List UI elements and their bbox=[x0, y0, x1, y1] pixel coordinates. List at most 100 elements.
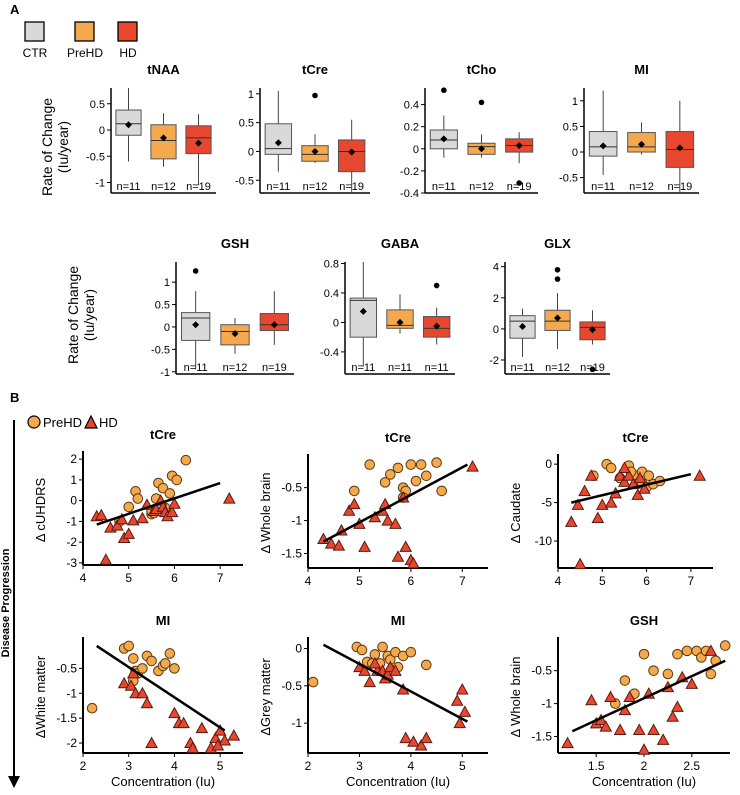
box-iqr bbox=[150, 124, 177, 160]
hd-point bbox=[693, 469, 707, 481]
hd-point bbox=[450, 694, 464, 706]
box-iqr bbox=[588, 131, 618, 157]
hd-point bbox=[211, 738, 225, 751]
x-tick-label: 3 bbox=[356, 759, 363, 773]
regression-line bbox=[96, 481, 221, 526]
prehd-point bbox=[662, 668, 674, 680]
prehd-point bbox=[159, 658, 171, 669]
y-axis-title: Rate of Change(Iu/year) bbox=[65, 266, 97, 364]
hd-point bbox=[381, 514, 395, 526]
outlier-point bbox=[433, 282, 440, 289]
y-tick-label: 0.5 bbox=[155, 300, 170, 312]
y-tick-label: -10 bbox=[535, 534, 553, 548]
prehd-point bbox=[619, 675, 631, 686]
prehd-point bbox=[377, 641, 388, 653]
group-n-label: n=19 bbox=[339, 181, 364, 193]
y-tick-label: -0.5 bbox=[151, 344, 170, 356]
prehd-point bbox=[431, 457, 442, 468]
group-n-label: n=11 bbox=[511, 362, 535, 374]
mean-marker bbox=[396, 318, 404, 326]
mean-marker bbox=[192, 321, 200, 329]
hd-point bbox=[573, 557, 587, 570]
hd-point bbox=[578, 484, 591, 497]
box-ctr: n=11 bbox=[509, 308, 536, 374]
prehd-point bbox=[681, 645, 693, 657]
prehd-point bbox=[348, 485, 360, 497]
group-n-label: n=11 bbox=[184, 362, 208, 374]
boxplot-gsh: GSH -1 -0.5 0 0.5 1 n=11 n=12 n=19 bbox=[151, 236, 294, 379]
x-tick-label: 4 bbox=[555, 574, 562, 588]
mean-marker bbox=[125, 121, 132, 129]
regression-line bbox=[96, 644, 226, 732]
box-iqr bbox=[349, 297, 378, 338]
x-tick-label: 7 bbox=[688, 574, 695, 588]
hd-point bbox=[631, 488, 645, 500]
x-tick-label: 7 bbox=[217, 571, 224, 585]
legend-label-ctr: CTR bbox=[23, 46, 48, 60]
hd-point bbox=[618, 475, 631, 487]
y-tick-label: 0 bbox=[572, 147, 578, 159]
y-axis-title: Δ Whole brain bbox=[258, 473, 273, 554]
hd-point bbox=[358, 540, 371, 552]
scatter-gsh-6: GSH -1.5 -1 -0.5 1.5 2 2.5 Δ Whole brain Concent… bbox=[508, 613, 731, 789]
y-tick-label: -2 bbox=[66, 535, 77, 549]
mean-marker bbox=[195, 139, 202, 147]
chart-title: tCre bbox=[150, 427, 176, 442]
hd-point bbox=[389, 517, 402, 529]
prehd-point bbox=[86, 702, 98, 714]
disease-progression-label: Disease Progression bbox=[0, 548, 12, 657]
hd-point bbox=[126, 513, 140, 526]
y-tick-label: 0 bbox=[70, 494, 77, 508]
hd-point bbox=[623, 690, 637, 702]
y-axis-title-line2: (Iu/year) bbox=[81, 289, 97, 341]
hd-point bbox=[368, 656, 382, 669]
hd-point bbox=[458, 705, 472, 717]
outlier-point bbox=[589, 366, 596, 373]
x-axis-title: Concentration (Iu) bbox=[346, 774, 450, 789]
mean-marker bbox=[515, 141, 523, 149]
chart-title: MI bbox=[156, 613, 170, 628]
prehd-point bbox=[415, 459, 427, 470]
prehd-point bbox=[410, 475, 422, 487]
x-tick-label: 6 bbox=[643, 574, 650, 588]
y-tick-label: -5 bbox=[541, 496, 552, 510]
hd-point bbox=[222, 492, 236, 504]
legend-marker-hd bbox=[84, 414, 98, 429]
y-tick-label: 0.4 bbox=[324, 288, 339, 300]
box-prehd: n=11 bbox=[386, 294, 414, 374]
mean-marker bbox=[440, 135, 448, 143]
prehd-point bbox=[638, 648, 650, 660]
y-tick-label: -0.4 bbox=[320, 347, 339, 359]
y-tick-label: -1 bbox=[66, 686, 77, 700]
y-tick-label: -1.5 bbox=[281, 547, 302, 561]
y-tick-label: -0.5 bbox=[86, 151, 105, 163]
y-tick-label: 0.5 bbox=[239, 118, 254, 130]
chart-title: GSH bbox=[221, 236, 249, 251]
prehd-point bbox=[307, 676, 319, 688]
regression-line bbox=[322, 463, 469, 543]
x-axis-title: Concentration (Iu) bbox=[111, 774, 215, 789]
y-tick-label: 0.2 bbox=[404, 122, 419, 134]
y-tick-label: -2 bbox=[489, 355, 499, 367]
regression-line bbox=[570, 472, 692, 504]
x-tick-label: 2.5 bbox=[683, 759, 700, 773]
legend-b: PreHD HD bbox=[27, 414, 118, 430]
prehd-point bbox=[672, 648, 683, 660]
hd-point bbox=[584, 469, 598, 481]
x-tick-label: 2 bbox=[80, 759, 87, 773]
prehd-point bbox=[146, 655, 157, 667]
prehd-point bbox=[169, 663, 180, 674]
chart-title: GSH bbox=[630, 613, 658, 628]
y-tick-label: -0.5 bbox=[235, 175, 254, 187]
y-tick-label: 0.4 bbox=[404, 100, 419, 112]
mean-marker bbox=[478, 145, 485, 153]
hd-point bbox=[389, 664, 402, 676]
group-n-label: n=11 bbox=[432, 181, 456, 193]
hd-point bbox=[136, 686, 149, 699]
group-n-label: n=12 bbox=[151, 181, 176, 193]
group-n-label: n=11 bbox=[388, 362, 412, 374]
hd-point bbox=[666, 710, 680, 722]
y-tick-label: 0 bbox=[295, 641, 302, 655]
x-tick-label: 4 bbox=[408, 759, 415, 773]
legend-label-prehd: PreHD bbox=[67, 46, 103, 60]
